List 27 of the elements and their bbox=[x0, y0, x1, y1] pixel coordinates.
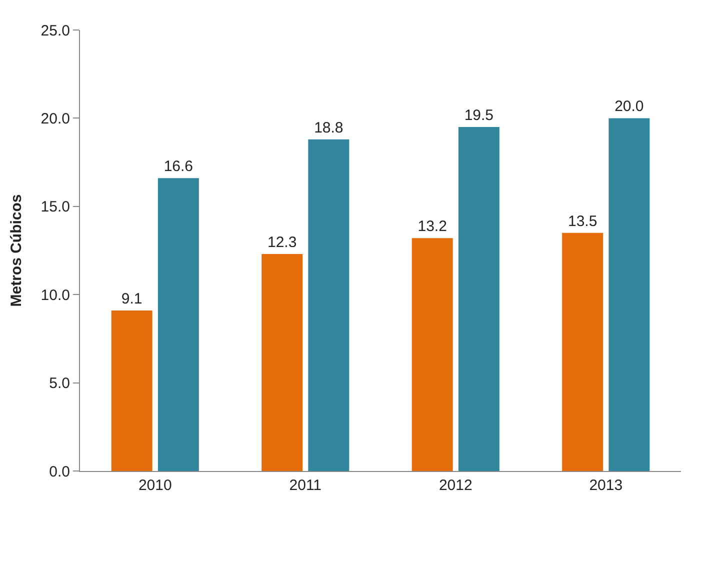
x-tick-label: 2011 bbox=[289, 477, 322, 494]
bar bbox=[262, 254, 303, 471]
y-tick-label: 0.0 bbox=[49, 463, 70, 480]
bar bbox=[608, 118, 650, 471]
data-label: 13.2 bbox=[418, 218, 447, 236]
bar bbox=[412, 238, 453, 471]
y-tick-label: 15.0 bbox=[40, 198, 70, 216]
bar bbox=[158, 178, 199, 471]
data-label: 20.0 bbox=[614, 98, 644, 116]
x-tick-label: 2010 bbox=[138, 477, 172, 494]
y-tick-label: 20.0 bbox=[40, 110, 70, 128]
data-label: 9.1 bbox=[121, 290, 142, 308]
x-tick-label: 2013 bbox=[589, 477, 623, 494]
data-label: 13.5 bbox=[568, 212, 598, 230]
y-tick-label: 25.0 bbox=[40, 22, 70, 40]
data-label: 12.3 bbox=[267, 234, 297, 252]
x-tick-label: 2012 bbox=[438, 477, 472, 494]
bar bbox=[458, 127, 500, 471]
bar bbox=[111, 310, 152, 471]
y-axis-title: Metros Cúbicos bbox=[8, 194, 26, 307]
y-tick-label: 5.0 bbox=[49, 375, 70, 392]
bar bbox=[308, 139, 350, 471]
bar bbox=[562, 232, 604, 471]
data-label: 18.8 bbox=[314, 119, 344, 136]
y-tick-label: 10.0 bbox=[40, 286, 70, 304]
data-label: 16.6 bbox=[164, 158, 194, 176]
data-label: 19.5 bbox=[464, 107, 494, 124]
